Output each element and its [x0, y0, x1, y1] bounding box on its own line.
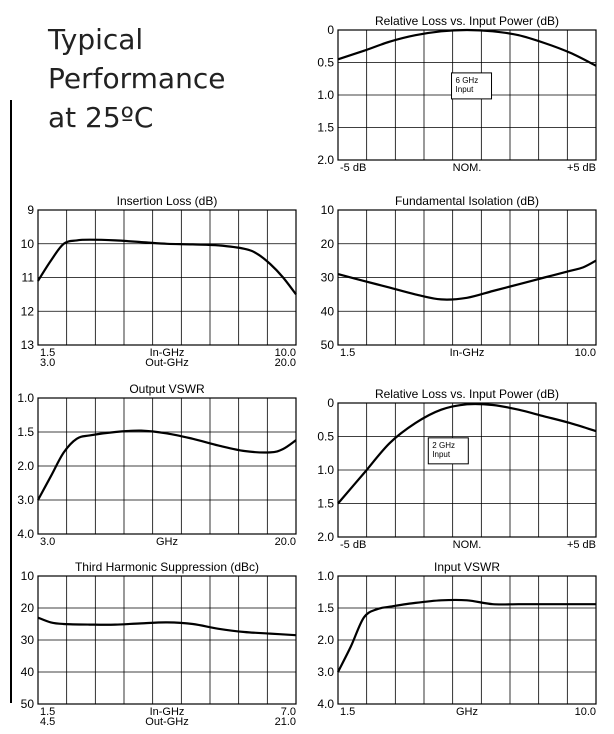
chart-title: Insertion Loss (dB) — [117, 194, 218, 208]
x-tick-label: GHz — [156, 536, 178, 548]
x-tick-label: 3.0 — [40, 357, 55, 369]
series-line — [37, 616, 297, 637]
x-tick-label: In-GHz — [450, 347, 485, 359]
x-tick-label: 10.0 — [575, 706, 596, 718]
annotation-box — [427, 437, 469, 465]
x-tick-label: In-GHz — [150, 347, 185, 359]
y-tick-label: 0.5 — [317, 430, 334, 444]
chart-title: Relative Loss vs. Input Power (dB) — [375, 14, 559, 28]
y-tick-label: 4.0 — [17, 527, 34, 541]
left-bracket-line — [0, 100, 12, 703]
y-tick-label: 1.5 — [317, 601, 334, 615]
x-tick-label: 20.0 — [275, 357, 296, 369]
x-tick-label: 1.5 — [40, 347, 55, 359]
series-line — [337, 259, 597, 301]
chart-title: Relative Loss vs. Input Power (dB) — [375, 387, 559, 401]
annotation-text: Input — [432, 450, 451, 459]
y-tick-label: 2.0 — [317, 153, 334, 167]
y-tick-label: 2.0 — [317, 633, 334, 647]
series-line — [337, 402, 597, 505]
y-tick-label: 10 — [21, 237, 35, 251]
y-tick-label: 50 — [21, 697, 35, 711]
y-tick-label: 40 — [321, 304, 335, 318]
annotation-text: 2 GHz — [432, 441, 455, 450]
y-tick-label: 2.0 — [17, 459, 34, 473]
x-tick-label: NOM. — [453, 539, 482, 551]
x-tick-label: 1.5 — [340, 347, 355, 359]
x-tick-label: +5 dB — [567, 539, 596, 551]
y-tick-label: 1.0 — [17, 391, 34, 405]
y-tick-label: 4.0 — [317, 697, 334, 711]
y-tick-label: 11 — [22, 271, 35, 285]
x-tick-label: GHz — [456, 706, 478, 718]
x-tick-label: NOM. — [453, 162, 482, 174]
x-tick-label: +5 dB — [567, 162, 596, 174]
y-tick-label: 10 — [21, 569, 35, 583]
x-tick-label: Out-GHz — [145, 716, 188, 728]
x-tick-label: In-GHz — [150, 706, 185, 718]
x-tick-label: -5 dB — [340, 539, 366, 551]
x-tick-label: 20.0 — [275, 536, 296, 548]
y-tick-label: 12 — [21, 304, 35, 318]
y-tick-label: 0 — [327, 23, 334, 37]
heading-line-1: Typical — [48, 23, 144, 56]
y-tick-label: 1.5 — [317, 497, 334, 511]
chart-title: Output VSWR — [129, 382, 205, 396]
y-tick-label: 0 — [327, 396, 334, 410]
y-tick-label: 1.5 — [317, 121, 334, 135]
y-tick-label: 30 — [21, 633, 35, 647]
y-tick-label: 13 — [21, 338, 35, 352]
annotation-text: 6 GHz — [456, 76, 479, 85]
page-heading: Typical Performance at 25ºC — [48, 20, 258, 137]
y-tick-label: 1.0 — [317, 88, 334, 102]
x-tick-label: Out-GHz — [145, 357, 188, 369]
x-tick-label: 21.0 — [275, 716, 296, 728]
y-tick-label: 40 — [21, 665, 35, 679]
heading-line-2: Performance — [48, 62, 226, 95]
chart-title: Input VSWR — [434, 560, 500, 574]
series-line — [337, 28, 597, 67]
chart-title: Fundamental Isolation (dB) — [395, 194, 539, 208]
series-line — [337, 598, 596, 673]
series-line — [37, 429, 297, 501]
annotation-box — [451, 72, 493, 100]
y-tick-label: 50 — [321, 338, 335, 352]
y-tick-label: 20 — [321, 237, 335, 251]
y-tick-label: 10 — [321, 203, 335, 217]
y-tick-label: 3.0 — [17, 493, 34, 507]
y-tick-label: 2.0 — [317, 530, 334, 544]
x-tick-label: 1.5 — [340, 706, 355, 718]
y-tick-label: 3.0 — [317, 665, 334, 679]
y-tick-label: 1.0 — [317, 569, 334, 583]
x-tick-label: 10.0 — [575, 347, 596, 359]
x-tick-label: 4.5 — [40, 716, 55, 728]
x-tick-label: 7.0 — [281, 706, 296, 718]
heading-line-3: at 25ºC — [48, 101, 154, 134]
annotation-text: Input — [456, 85, 475, 94]
x-tick-label: 1.5 — [40, 706, 55, 718]
y-tick-label: 0.5 — [317, 56, 334, 70]
y-tick-label: 9 — [27, 203, 34, 217]
y-tick-label: 30 — [321, 271, 335, 285]
y-tick-label: 1.5 — [17, 425, 34, 439]
series-line — [37, 238, 297, 296]
x-tick-label: 10.0 — [275, 347, 296, 359]
y-tick-label: 20 — [21, 601, 35, 615]
x-tick-label: 3.0 — [40, 536, 55, 548]
chart-title: Third Harmonic Suppression (dBc) — [75, 560, 259, 574]
x-tick-label: -5 dB — [340, 162, 366, 174]
y-tick-label: 1.0 — [317, 463, 334, 477]
